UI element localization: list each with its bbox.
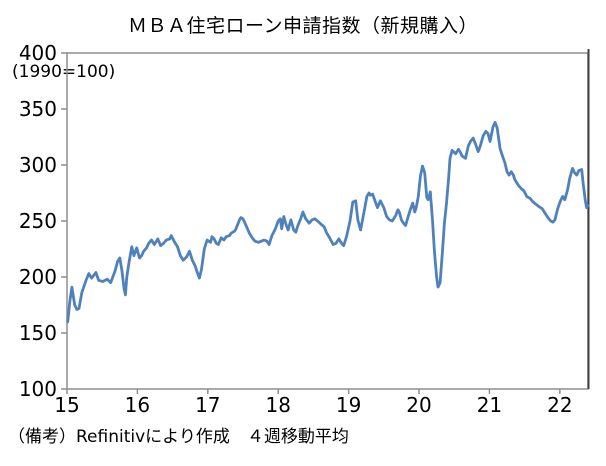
plot-border [66, 52, 589, 390]
y-axis-tick-label: 400 [18, 41, 57, 65]
y-axis-tick-label: 350 [18, 97, 57, 121]
x-axis-tick-label: 22 [547, 393, 573, 417]
x-axis-tick-label: 19 [335, 393, 362, 417]
chart-title: ＭＢＡ住宅ローン申請指数（新規購入） [127, 15, 479, 37]
x-axis-tick-label: 18 [265, 393, 291, 417]
y-axis-tick-label: 200 [18, 265, 57, 289]
y-axis-tick-label: 250 [18, 209, 57, 233]
source-note: （備考）Refinitivにより作成 ４週移動平均 [8, 427, 349, 447]
x-axis-tick-label: 17 [195, 393, 221, 417]
x-axis-tick-label: 20 [406, 393, 432, 417]
data-line-series [66, 121, 590, 324]
x-axis-tick-label: 15 [54, 393, 80, 417]
y-axis-tick-label: 100 [18, 377, 57, 401]
x-axis-tick-label: 21 [476, 393, 503, 417]
x-axis-tick-label: 16 [124, 393, 151, 417]
y-axis-tick-label: 300 [18, 153, 57, 177]
index-base-note: (1990=100) [12, 62, 116, 82]
y-axis-tick-label: 150 [18, 321, 57, 345]
